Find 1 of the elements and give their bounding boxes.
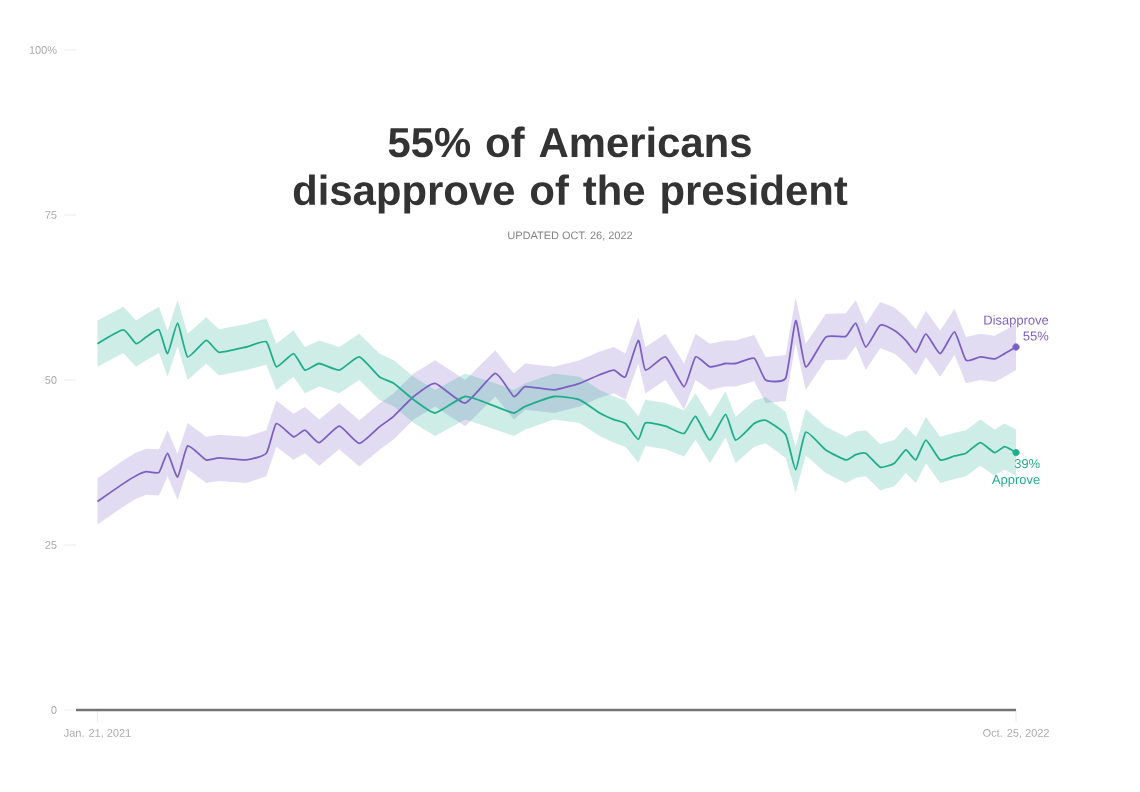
text: 55% of Americans disapprove of the president — [293, 126, 848, 214]
